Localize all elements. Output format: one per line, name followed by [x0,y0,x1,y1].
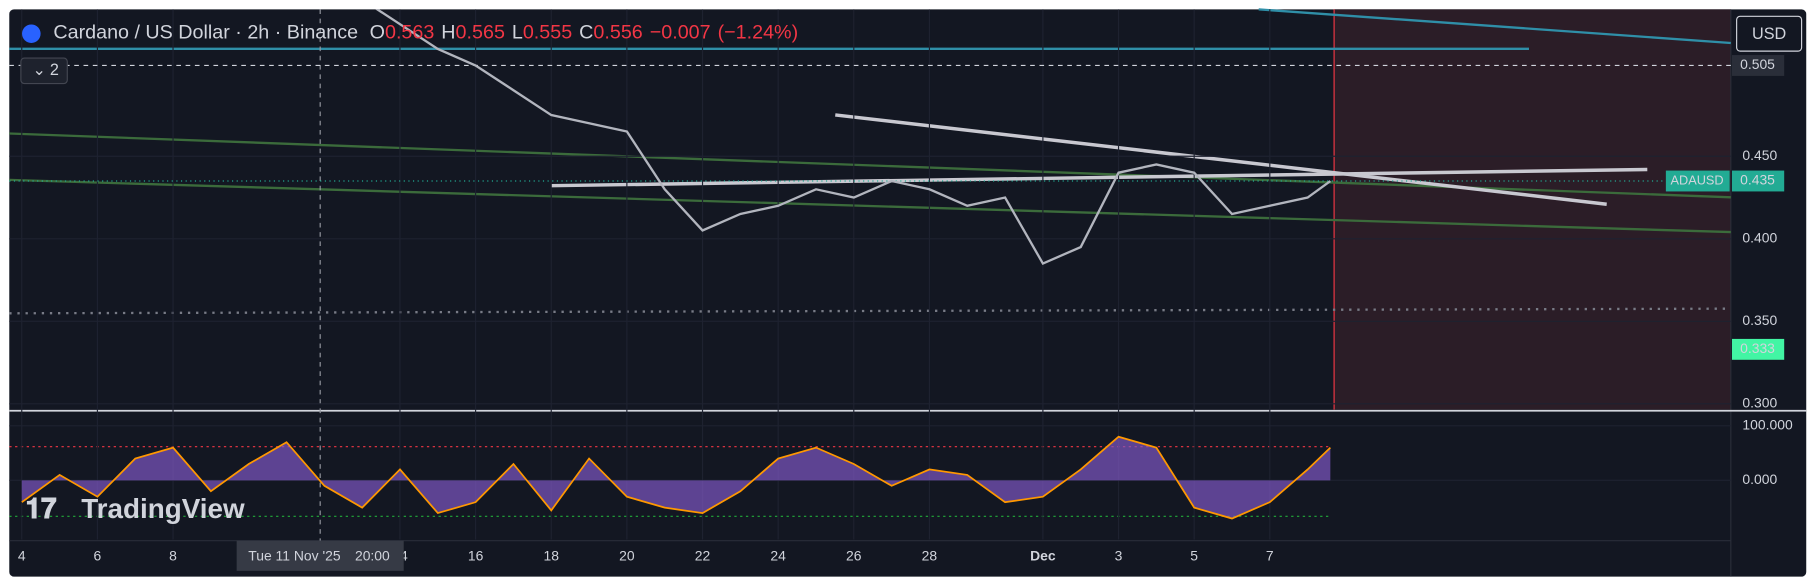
future-zone [1334,9,1731,410]
change-percent: (−1.24%) [718,22,799,44]
trend-line [835,113,1607,206]
ohlc-label: H [441,22,455,44]
x-tick-label: 7 [1266,548,1274,564]
brand: TradingView [81,493,245,524]
price-label: 0.435 [1740,172,1775,188]
x-tick-label: 18 [544,548,560,564]
ohlc-label: O [370,22,385,44]
trend-line [551,167,1648,188]
x-tick-label: 5 [1190,548,1198,564]
price-label-box [1731,170,1785,192]
symbol-logo [22,24,41,44]
indicator-count: 2 [50,61,59,79]
ohlc-label: C [579,22,593,44]
ohlc-label: L [512,22,523,44]
x-tick-label: 8 [169,548,177,564]
y2-tick-label: 0.000 [1742,471,1777,487]
x-tick-label: 3 [1115,548,1123,564]
x-tick-label: 20 [619,548,635,564]
oscillator-line [21,435,1331,520]
ohlc-value: 0.563 [385,22,434,44]
ohlc-value: 0.555 [523,22,572,44]
crosshair-clock: 20:00 [355,548,390,564]
y-tick-label: 0.400 [1742,229,1777,245]
y-tick-label: 0.450 [1742,147,1777,163]
x-tick-label: Dec [1030,548,1056,564]
chart-title: Cardano / US Dollar · 2h · Binance [53,22,358,44]
trend-line [1258,8,1731,45]
x-tick-label: 28 [922,548,938,564]
x-tick-label: 6 [94,548,102,564]
brand-logo: 𝟏𝟕 [26,493,57,524]
chart-header: Cardano / US Dollar · 2h · Binance O0.563… [53,22,798,44]
price-label: 0.333 [1740,340,1775,356]
trend-line [9,178,1731,234]
x-tick-label: 24 [770,548,786,564]
ohlc-value: 0.565 [456,22,505,44]
x-tick-label: 22 [695,548,711,564]
crosshair-date: Tue 11 Nov '25 [248,548,341,564]
price-label-box [1731,55,1785,76]
oscillator-area [21,436,1331,519]
symbol-label: ADAUSD [1671,172,1724,187]
crosshair-time-label [236,540,404,571]
level-line [9,307,1731,315]
x-tick-label: 16 [468,548,484,564]
toggle-arrow: ⌄ [32,61,46,79]
y2-tick-label: 100.000 [1742,416,1793,432]
price-label: 0.505 [1740,56,1775,72]
y-tick-label: 0.350 [1742,312,1777,328]
y-tick-label: 0.300 [1742,394,1777,410]
x-tick-label: 26 [846,548,862,564]
price-line-series [375,9,1332,266]
price-label-box [1731,338,1785,360]
ohlc-value: 0.556 [593,22,642,44]
indicator-toggle[interactable] [20,57,68,85]
change: −0.007 [650,22,711,44]
currency-button[interactable] [1736,15,1803,52]
currency: USD [1752,25,1786,43]
x-tick-label: 4 [18,548,26,564]
symbol-label-box [1665,170,1730,192]
